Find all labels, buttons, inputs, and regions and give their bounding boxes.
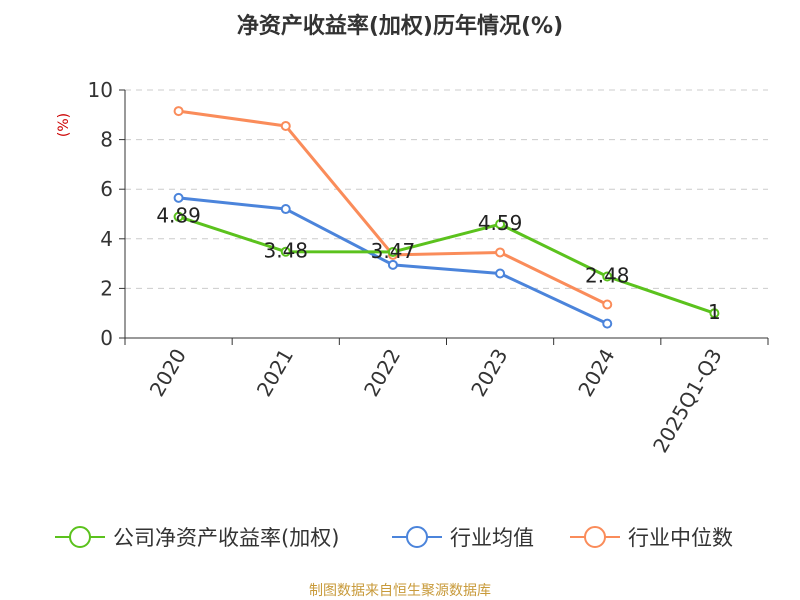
series-line-0 <box>178 215 715 315</box>
data-point-2[interactable] <box>173 106 184 117</box>
data-point-0[interactable] <box>602 271 613 282</box>
legend-label[interactable]: 行业均值 <box>450 526 534 550</box>
legend[interactable]: 公司净资产收益率(加权) 行业均值 行业中位数 <box>55 526 733 550</box>
legend-marker[interactable] <box>69 526 91 548</box>
legend-label[interactable]: 公司净资产收益率(加权) <box>113 526 339 550</box>
data-point-2[interactable] <box>280 120 291 131</box>
data-point-2[interactable] <box>602 299 613 310</box>
y-axis-label: (%) <box>56 113 72 137</box>
y-tick-label: 2 <box>100 276 113 300</box>
data-source-note: 制图数据来自恒生聚源数据库 <box>309 583 491 599</box>
y-tick-label: 6 <box>100 177 113 201</box>
x-tick-label: 2022 <box>359 345 405 401</box>
data-point-1[interactable] <box>280 204 291 215</box>
data-point-0[interactable] <box>173 211 184 222</box>
x-tick-label: 2020 <box>145 345 191 401</box>
data-label: 3.47 <box>371 239 416 263</box>
data-point-0[interactable] <box>387 246 398 257</box>
series-lines <box>173 106 720 329</box>
legend-label[interactable]: 行业中位数 <box>628 526 733 550</box>
data-point-1[interactable] <box>495 268 506 279</box>
data-point-1[interactable] <box>173 192 184 203</box>
data-label: 3.48 <box>263 239 308 263</box>
grid-lines <box>125 89 768 289</box>
data-point-0[interactable] <box>495 219 506 230</box>
y-tick-label: 10 <box>88 78 113 102</box>
legend-marker[interactable] <box>406 526 428 548</box>
y-tick-label: 8 <box>100 128 113 152</box>
data-point-1[interactable] <box>387 259 398 270</box>
data-point-0[interactable] <box>280 246 291 257</box>
data-label: 1 <box>708 300 721 324</box>
x-tick-label: 2023 <box>466 345 512 401</box>
data-label: 4.89 <box>156 204 201 228</box>
chart-title: 净资产收益率(加权)历年情况(%) <box>237 13 563 39</box>
x-tick-label: 2025Q1-Q3 <box>648 345 727 457</box>
x-tick-label: 2021 <box>252 345 298 401</box>
data-point-2[interactable] <box>495 247 506 258</box>
data-point-1[interactable] <box>602 318 613 329</box>
data-point-0[interactable] <box>709 308 720 319</box>
data-label: 2.48 <box>585 263 630 287</box>
data-labels: 4.89 3.48 3.47 4.59 2.48 1 <box>156 204 720 324</box>
legend-marker[interactable] <box>584 526 606 548</box>
y-tick-label: 4 <box>100 227 113 251</box>
x-tick-label: 2024 <box>573 345 619 401</box>
data-label: 4.59 <box>478 211 523 235</box>
y-tick-label: 0 <box>100 326 113 350</box>
